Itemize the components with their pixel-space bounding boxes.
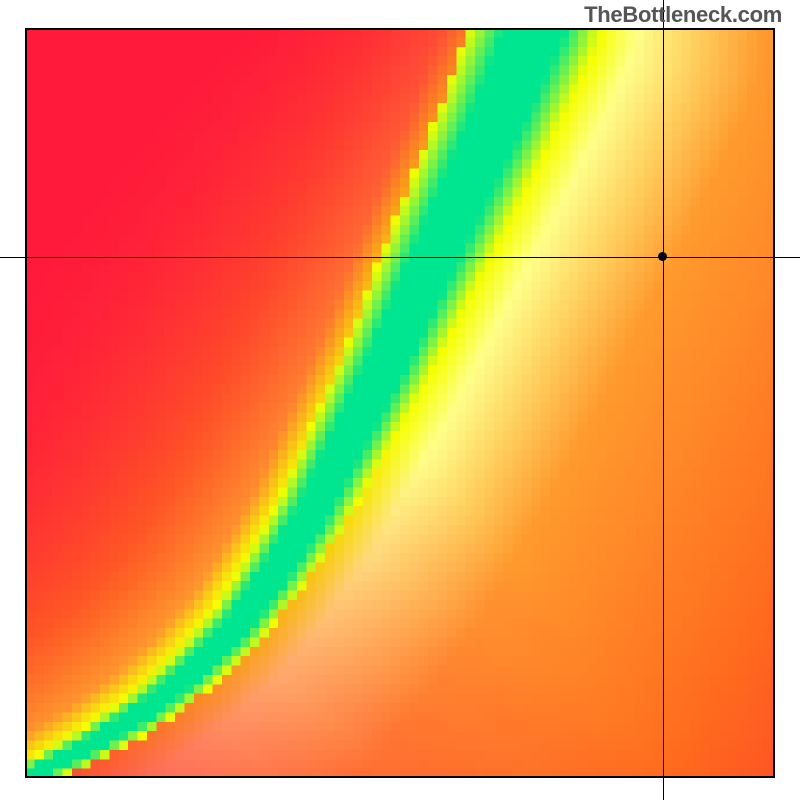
bottleneck-heatmap	[25, 28, 775, 778]
watermark-text: TheBottleneck.com	[584, 2, 782, 28]
chart-container: TheBottleneck.com	[0, 0, 800, 800]
